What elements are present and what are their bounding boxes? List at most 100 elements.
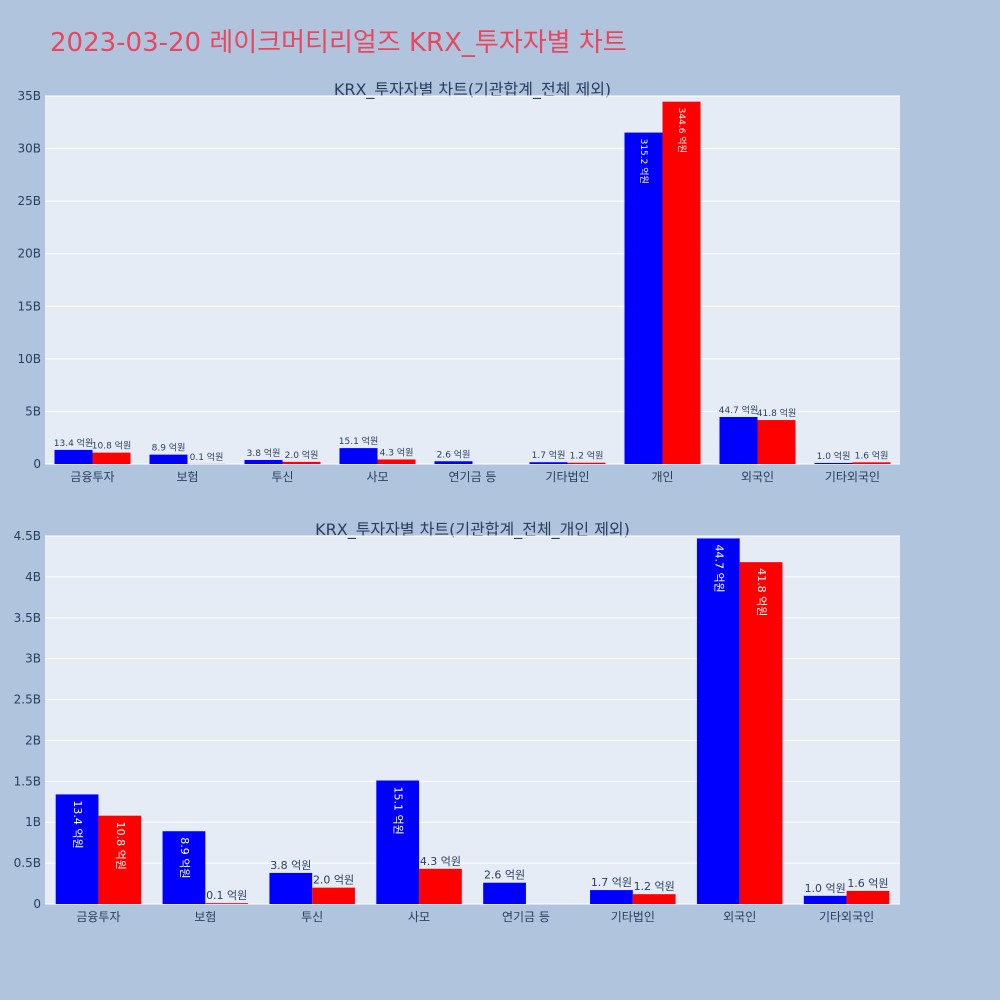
bar bbox=[739, 562, 783, 904]
y-tick-label: 2B bbox=[25, 733, 41, 747]
bar bbox=[98, 815, 142, 904]
x-tick-label: 기타법인 bbox=[545, 470, 589, 484]
bar bbox=[696, 538, 740, 904]
data-label: 2.0 억원 bbox=[285, 449, 319, 461]
x-tick-label: 사모 bbox=[366, 470, 388, 484]
x-tick-label: 보험 bbox=[194, 910, 216, 924]
bar bbox=[54, 449, 93, 464]
data-label: 0.1 억원 bbox=[190, 451, 224, 463]
y-tick-label: 3B bbox=[25, 652, 41, 666]
bar bbox=[162, 831, 206, 904]
bar bbox=[662, 101, 701, 465]
y-tick-label: 25B bbox=[17, 194, 41, 208]
data-label: 2.6 억원 bbox=[484, 869, 525, 882]
data-label: 10.8 억원 bbox=[92, 440, 131, 452]
y-tick-label: 4.5B bbox=[14, 529, 41, 543]
chart-title: KRX_투자자별 차트(기관합계_전체 제외) bbox=[334, 80, 611, 100]
data-label: 8.9 억원 bbox=[152, 442, 186, 454]
x-tick-label: 외국인 bbox=[741, 470, 774, 484]
chart-top: KRX_투자자별 차트(기관합계_전체 제외) 0 5B 10B 15B 20B 25B 30… bbox=[17, 80, 900, 484]
bar bbox=[55, 794, 99, 904]
data-label: 1.0 억원 bbox=[805, 882, 846, 895]
data-label: 2.6 억원 bbox=[437, 448, 471, 460]
bar bbox=[814, 462, 853, 464]
x-tick-label: 금융투자 bbox=[76, 910, 120, 924]
x-tick-label: 기타법인 bbox=[611, 910, 655, 924]
data-label: 344.6 억원 bbox=[676, 108, 688, 153]
x-tick-label: 보험 bbox=[176, 470, 198, 484]
y-tick-label: 4B bbox=[25, 570, 41, 584]
y-tick-label: 30B bbox=[17, 142, 41, 156]
bar bbox=[803, 895, 847, 904]
data-label: 1.0 억원 bbox=[817, 450, 851, 462]
data-label: 41.8 억원 bbox=[757, 407, 796, 419]
data-label: 1.6 억원 bbox=[855, 449, 889, 461]
x-tick-label: 연기금 등 bbox=[449, 470, 497, 484]
data-label: 44.7 억원 bbox=[719, 404, 758, 416]
bar bbox=[339, 448, 378, 464]
data-label: 0.1 억원 bbox=[206, 889, 247, 902]
y-tick-label: 0 bbox=[33, 457, 41, 471]
bar bbox=[205, 903, 249, 904]
x-tick-label: 기타외국인 bbox=[825, 470, 880, 484]
y-tick-label: 10B bbox=[17, 352, 41, 366]
data-label: 41.8 억원 bbox=[755, 568, 768, 616]
bar bbox=[269, 872, 313, 904]
bar bbox=[846, 890, 890, 904]
data-label: 2.0 억원 bbox=[313, 874, 354, 887]
data-label: 13.4 억원 bbox=[71, 800, 84, 848]
y-tick-label: 5B bbox=[25, 404, 41, 418]
data-label: 3.8 억원 bbox=[270, 859, 311, 872]
y-tick-label: 35B bbox=[17, 89, 41, 103]
x-tick-label: 금융투자 bbox=[70, 470, 114, 484]
bar bbox=[149, 454, 188, 464]
data-label: 3.8 억원 bbox=[247, 447, 281, 459]
bar bbox=[852, 462, 891, 464]
x-tick-label: 연기금 등 bbox=[502, 910, 550, 924]
page-title: 2023-03-20 레이크머티리얼즈 KRX_투자자별 차트 bbox=[50, 28, 627, 58]
bar bbox=[529, 462, 568, 464]
data-label: 1.2 억원 bbox=[570, 450, 604, 462]
bar bbox=[244, 460, 283, 464]
data-label: 315.2 억원 bbox=[638, 139, 650, 184]
bar bbox=[624, 132, 663, 464]
bar bbox=[92, 452, 131, 464]
x-tick-label: 투신 bbox=[301, 910, 323, 924]
y-tick-label: 3.5B bbox=[14, 611, 41, 625]
bar bbox=[282, 461, 321, 464]
data-label: 1.6 억원 bbox=[847, 877, 888, 890]
bar bbox=[590, 890, 633, 904]
data-label: 1.7 억원 bbox=[591, 876, 632, 889]
plot-area bbox=[45, 96, 900, 464]
x-tick-label: 외국인 bbox=[723, 910, 756, 924]
bar bbox=[419, 868, 462, 904]
chart-title: KRX_투자자별 차트(기관합계_전체_개인 제외) bbox=[315, 520, 630, 540]
data-label: 13.4 억원 bbox=[54, 437, 93, 449]
data-label: 15.1 억원 bbox=[339, 435, 378, 447]
x-tick-label: 개인 bbox=[651, 470, 673, 484]
bar bbox=[719, 417, 758, 464]
bar bbox=[567, 462, 606, 464]
y-tick-label: 1B bbox=[25, 815, 41, 829]
bar bbox=[312, 887, 355, 904]
x-tick-label: 투신 bbox=[271, 470, 293, 484]
data-label: 4.3 억원 bbox=[380, 446, 414, 458]
bar bbox=[632, 894, 676, 904]
y-tick-label: 0 bbox=[33, 897, 41, 911]
bar bbox=[483, 882, 526, 904]
y-tick-label: 2.5B bbox=[14, 693, 41, 707]
y-tick-label: 20B bbox=[17, 247, 41, 261]
bar bbox=[377, 459, 416, 464]
x-tick-label: 기타외국인 bbox=[819, 910, 874, 924]
y-tick-label: 0.5B bbox=[14, 856, 41, 870]
y-tick-label: 15B bbox=[17, 299, 41, 313]
bar bbox=[434, 461, 473, 464]
bar bbox=[757, 420, 796, 464]
chart-bottom: KRX_투자자별 차트(기관합계_전체_개인 제외) 0 0.5B 1B 1.5B 2B 2… bbox=[14, 520, 900, 924]
y-tick-label: 1.5B bbox=[14, 774, 41, 788]
data-label: 10.8 억원 bbox=[114, 822, 127, 870]
data-label: 15.1 억원 bbox=[392, 787, 405, 835]
data-label: 1.7 억원 bbox=[532, 449, 566, 461]
data-label: 8.9 억원 bbox=[178, 837, 191, 878]
data-label: 1.2 억원 bbox=[634, 880, 675, 893]
